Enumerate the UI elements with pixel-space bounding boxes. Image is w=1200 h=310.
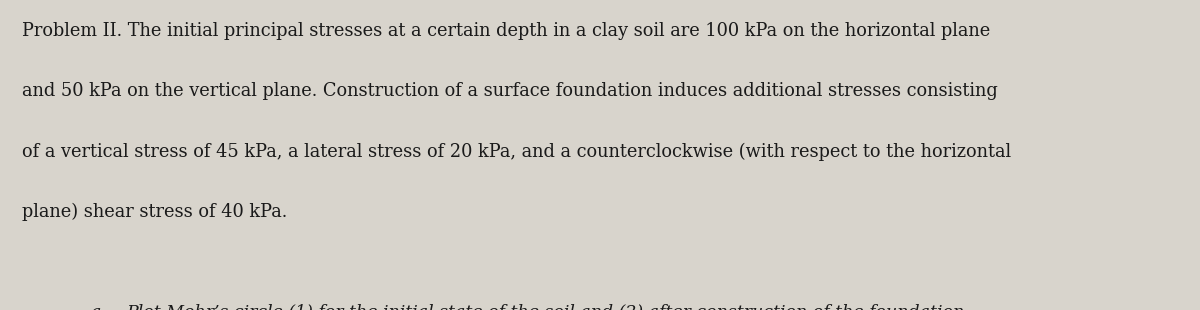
Text: and 50 kPa on the vertical plane. Construction of a surface foundation induces a: and 50 kPa on the vertical plane. Constr… bbox=[22, 82, 997, 100]
Text: a.: a. bbox=[90, 304, 106, 310]
Text: Plot Mohr’s circle (1) for the initial state of the soil and (2) after construct: Plot Mohr’s circle (1) for the initial s… bbox=[126, 304, 970, 310]
Text: plane) shear stress of 40 kPa.: plane) shear stress of 40 kPa. bbox=[22, 203, 287, 221]
Text: Problem II. The initial principal stresses at a certain depth in a clay soil are: Problem II. The initial principal stress… bbox=[22, 22, 990, 40]
Text: of a vertical stress of 45 kPa, a lateral stress of 20 kPa, and a counterclockwi: of a vertical stress of 45 kPa, a latera… bbox=[22, 143, 1010, 161]
